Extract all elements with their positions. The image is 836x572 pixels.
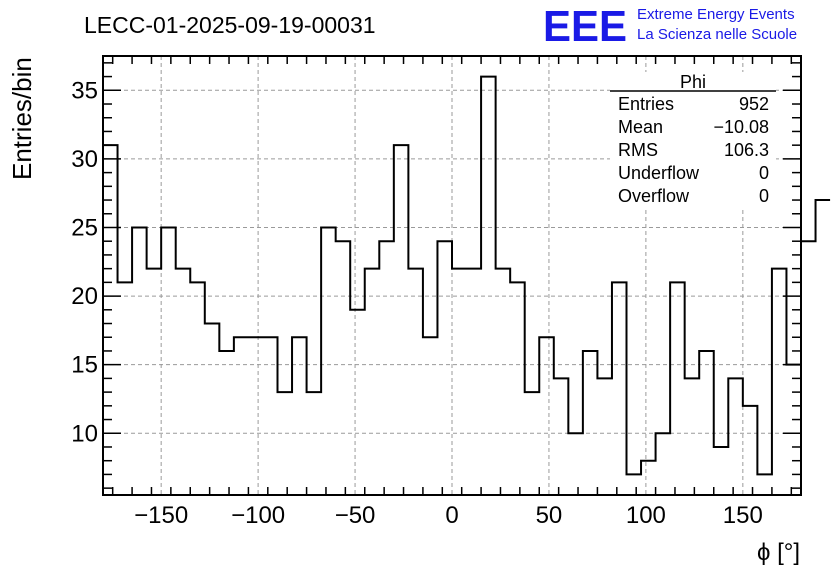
stats-row-value: 952 [739,94,769,114]
x-axis-label: ϕ [°] [757,539,800,566]
stats-row-label: RMS [618,140,658,160]
logo-line1: Extreme Energy Events [637,6,795,23]
x-tick-label: 100 [626,502,666,529]
y-tick-label: 25 [71,214,98,241]
run-title: LECC-01-2025-09-19-00031 [84,12,376,38]
x-tick-label: −150 [134,502,188,529]
stats-row-label: Entries [618,94,674,114]
axis-ticks [103,56,801,495]
y-tick-labels: 10 15 20 25 30 35 [71,77,98,447]
y-tick-label: 35 [71,77,98,104]
eee-logo: EEE Extreme Energy Events La Scienza nel… [543,2,797,51]
stats-row-label: Underflow [618,163,700,183]
logo-text: EEE [543,2,627,51]
x-tick-label: −50 [335,502,376,529]
x-tick-label: 50 [536,502,563,529]
x-tick-label: −100 [231,502,285,529]
y-tick-label: 30 [71,146,98,173]
stats-row-label: Mean [618,117,663,137]
stats-box-background [610,72,776,210]
histogram-line [102,75,831,495]
stats-title: Phi [680,72,706,92]
stats-row-value: −10.08 [713,117,769,137]
x-tick-labels: −150 −100 −50 0 50 100 150 [134,502,763,529]
stats-row-value: 0 [759,186,769,206]
stats-rows: Entries 952 Mean −10.08 RMS 106.3 Underflow 0 Ov… [618,94,769,206]
stats-row-value: 106.3 [724,140,769,160]
x-tick-label: 0 [445,502,458,529]
y-tick-label: 10 [71,420,98,447]
logo-line2: La Scienza nelle Scuole [637,26,797,43]
stats-row-value: 0 [759,163,769,183]
y-tick-label: 20 [71,283,98,310]
y-axis-label: Entries/bin [7,57,37,180]
plot-frame [102,55,802,496]
stats-row-label: Overflow [618,186,690,206]
stats-box: Phi Entries 952 Mean −10.08 RMS 106.3 Underflo… [610,72,776,210]
y-tick-label: 15 [71,352,98,379]
x-tick-label: 150 [723,502,763,529]
